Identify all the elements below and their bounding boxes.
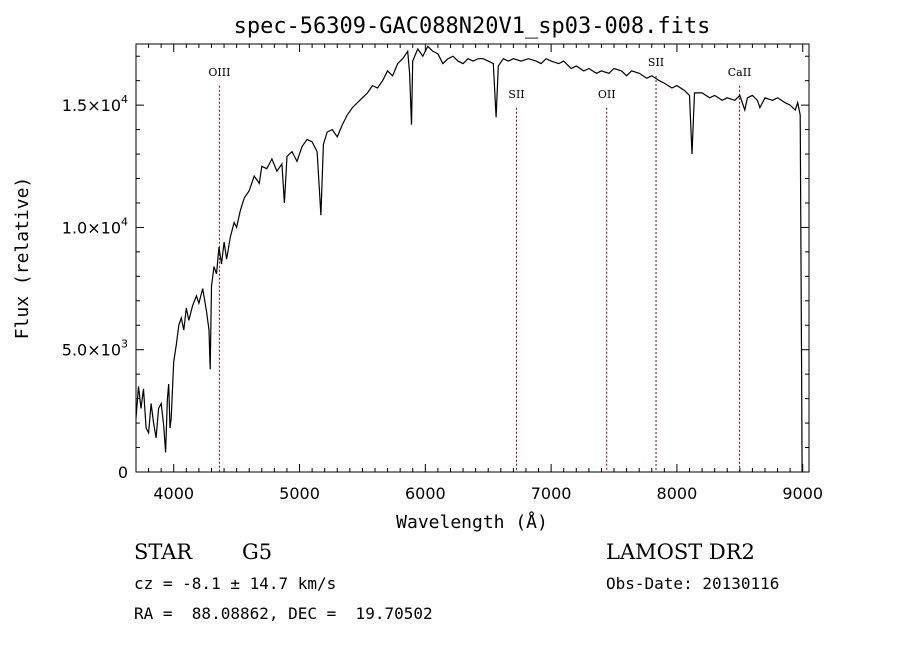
y-tick-mantissa: 1.0×10 [62, 218, 121, 237]
y-tick-mantissa: 1.5×10 [62, 96, 121, 115]
y-tick-mantissa: 5.0×10 [62, 341, 121, 360]
chart-title: spec-56309-GAC088N20V1_sp03-008.fits [234, 14, 711, 39]
y-tick-mantissa: 0 [118, 463, 128, 482]
spectral-line-markers: OIII SII OII SII CaII [208, 56, 751, 472]
x-tick-label: 8000 [657, 484, 698, 503]
spectral-subclass: G5 [242, 540, 273, 564]
y-tick-label: 1.0×104 [62, 215, 128, 237]
obs-date-text: Obs-Date: 20130116 [606, 574, 780, 593]
spectral-line-label: OII [598, 88, 616, 101]
object-type: STAR [134, 540, 193, 564]
x-axis-ticks: 4000 5000 6000 7000 8000 9000 [148, 44, 823, 503]
x-tick-label: 9000 [782, 484, 823, 503]
spectral-line-label: SII [508, 88, 524, 101]
survey-name: LAMOST DR2 [606, 540, 755, 564]
x-axis-label: Wavelength (Å) [396, 511, 548, 533]
spectral-line-label: CaII [728, 66, 752, 79]
y-tick-exponent: 4 [121, 215, 128, 228]
x-tick-label: 6000 [405, 484, 446, 503]
x-tick-label: 7000 [531, 484, 572, 503]
y-tick-exponent: 4 [121, 93, 128, 106]
spectral-line-label: SII [648, 56, 664, 69]
y-tick-label: 0 [118, 463, 128, 482]
x-tick-label: 4000 [153, 484, 194, 503]
coordinates-text: RA = 88.08862, DEC = 19.70502 [134, 604, 433, 623]
redshift-text: cz = -8.1 ± 14.7 km/s [134, 574, 337, 593]
y-axis-label: Flux (relative) [12, 177, 33, 340]
spectrum-series-line [135, 45, 803, 473]
spectral-line-label: OIII [208, 66, 230, 79]
x-tick-label: 5000 [279, 484, 320, 503]
y-tick-label: 1.5×104 [62, 93, 128, 115]
plot-frame [135, 43, 810, 473]
y-tick-label: 5.0×103 [62, 338, 128, 360]
y-tick-exponent: 3 [121, 338, 128, 351]
